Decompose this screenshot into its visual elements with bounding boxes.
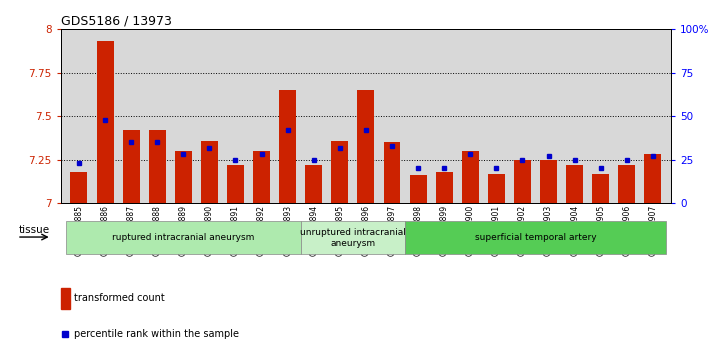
Text: GDS5186 / 13973: GDS5186 / 13973 bbox=[61, 15, 171, 28]
Bar bbox=[61, 288, 70, 309]
Bar bbox=[201, 140, 218, 203]
Text: unruptured intracranial
aneurysm: unruptured intracranial aneurysm bbox=[300, 228, 406, 248]
Bar bbox=[436, 172, 453, 203]
Bar bbox=[566, 165, 583, 203]
Bar bbox=[96, 41, 114, 203]
Bar bbox=[301, 221, 405, 254]
Text: ruptured intracranial aneurysm: ruptured intracranial aneurysm bbox=[112, 233, 254, 242]
Bar bbox=[358, 90, 374, 203]
Bar bbox=[175, 151, 192, 203]
Bar bbox=[149, 130, 166, 203]
Text: transformed count: transformed count bbox=[74, 293, 165, 303]
Bar bbox=[123, 130, 140, 203]
Text: tissue: tissue bbox=[19, 225, 49, 235]
Bar bbox=[488, 174, 505, 203]
Text: percentile rank within the sample: percentile rank within the sample bbox=[74, 329, 239, 339]
Bar bbox=[253, 151, 270, 203]
Bar bbox=[306, 165, 322, 203]
Bar bbox=[514, 160, 531, 203]
Text: superficial temporal artery: superficial temporal artery bbox=[475, 233, 596, 242]
Bar bbox=[279, 90, 296, 203]
Bar bbox=[592, 174, 609, 203]
Bar bbox=[227, 165, 244, 203]
Bar bbox=[645, 155, 661, 203]
Bar bbox=[618, 165, 635, 203]
Bar bbox=[540, 160, 557, 203]
Bar bbox=[405, 221, 666, 254]
Bar bbox=[331, 140, 348, 203]
Bar bbox=[410, 175, 426, 203]
Bar bbox=[66, 221, 301, 254]
Bar bbox=[383, 142, 401, 203]
Bar bbox=[462, 151, 479, 203]
Bar bbox=[71, 172, 87, 203]
